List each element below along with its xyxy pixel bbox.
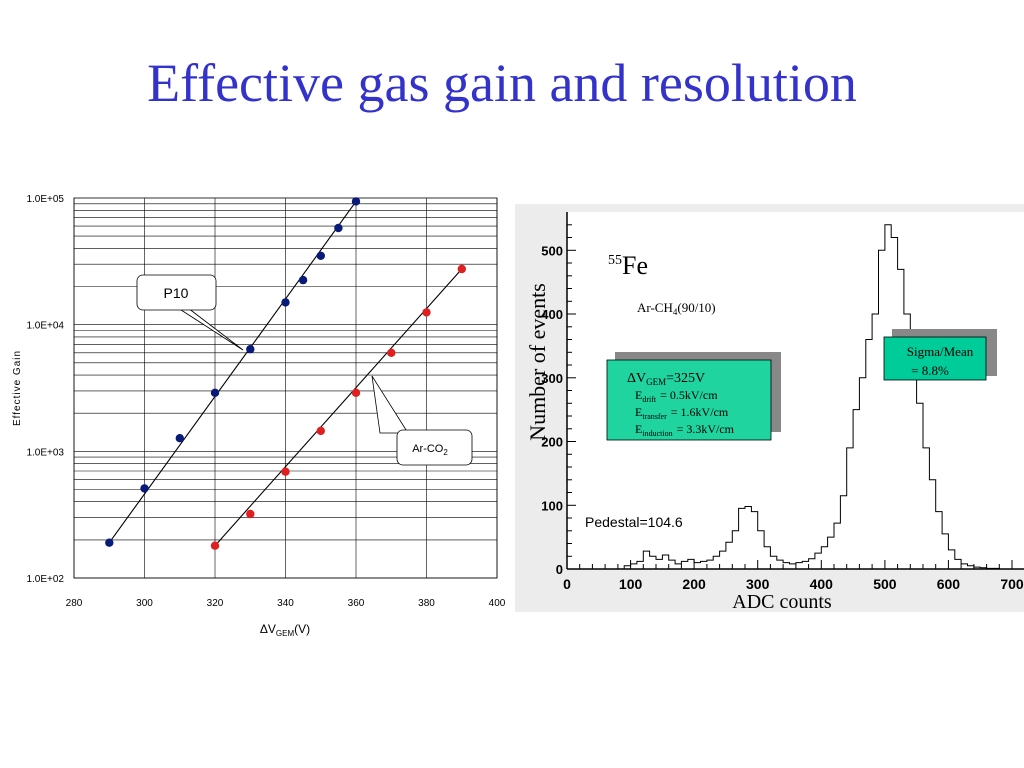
spectrum-x-tick-label: 700 — [1000, 576, 1024, 592]
arco2-data-point — [422, 308, 431, 317]
spectrum-y-tick-label: 200 — [541, 435, 563, 450]
spectrum-ticks: 0 100 200 300 400 500 600 700 0 100 200 300 400 500 — [541, 224, 1024, 592]
gain-y-tick-labels: 1.0E+02 1.0E+03 1.0E+04 1.0E+05 — [26, 194, 64, 585]
fe55-spectrum-chart: 0 100 200 300 400 500 600 700 0 100 200 300 400 500 5… — [515, 204, 1024, 612]
gain-x-tick-label: 320 — [207, 598, 224, 609]
gain-y-tick-label: 1.0E+05 — [26, 194, 64, 205]
gain-fit-lines — [108, 201, 463, 547]
spectrum-y-tick-label: 0 — [556, 562, 563, 577]
gain-data-points — [105, 197, 466, 550]
arco2-data-point — [316, 426, 325, 436]
arco2-legend-label: Ar-CO2 — [412, 443, 448, 457]
gain-grid — [73, 198, 498, 579]
gain-x-tick-label: 300 — [136, 598, 153, 609]
gain-y-tick-label: 1.0E+03 — [26, 447, 64, 458]
spectrum-x-axis-label: ADC counts — [732, 591, 832, 612]
spectrum-y-axis-label: Number of events — [525, 283, 550, 441]
sigma-mean-box — [883, 336, 987, 381]
field-row: Etransfer = 1.6kV/cm — [635, 405, 729, 421]
spectrum-y-tick-label: 500 — [541, 243, 563, 258]
gain-chart: 1.0E+02 1.0E+03 1.0E+04 1.0E+05 280 300 320 34… — [12, 194, 506, 638]
p10-data-point — [175, 434, 184, 443]
gain-x-tick-labels: 280 300 320 340 360 380 400 — [66, 598, 506, 609]
arco2-data-point — [457, 264, 466, 274]
arco2-fit-line — [214, 268, 463, 547]
spectrum-x-tick-label: 300 — [746, 576, 770, 592]
gain-x-tick-label: 280 — [66, 598, 83, 609]
spectrum-x-tick-label: 100 — [619, 576, 643, 592]
p10-fit-line — [108, 201, 357, 544]
spectrum-y-tick-label: 400 — [541, 307, 563, 322]
spectrum-y-tick-label: 100 — [541, 498, 563, 513]
spectrum-x-tick-label: 200 — [682, 576, 706, 592]
arco2-data-point — [387, 348, 396, 357]
p10-data-point — [281, 298, 290, 307]
isotope-label: 55Fe — [608, 251, 648, 280]
gain-x-axis-label: ΔVGEM(V) — [260, 622, 310, 638]
p10-legend-label: P10 — [164, 285, 189, 301]
gas-mixture-label: Ar-CH4(90/10) — [637, 300, 716, 317]
pedestal-label: Pedestal=104.6 — [585, 514, 683, 530]
spectrum-x-tick-label: 500 — [873, 576, 897, 592]
sigma-mean-label: Sigma/Mean — [907, 344, 974, 359]
gain-x-tick-label: 380 — [418, 598, 435, 609]
p10-data-point — [351, 197, 361, 206]
field-row: Edrift = 0.5kV/cm — [635, 388, 718, 404]
delta-v-gem-label: ΔVGEM=325V — [627, 371, 705, 387]
gain-y-tick-label: 1.0E+02 — [26, 574, 64, 585]
arco2-callout-pointer — [371, 375, 409, 434]
p10-callout-box — [136, 274, 217, 311]
p10-data-point — [140, 484, 149, 493]
spectrum-x-tick-label: 400 — [810, 576, 834, 592]
arco2-data-point — [351, 388, 361, 397]
sigma-mean-value: = 8.8% — [911, 363, 949, 378]
arco2-data-point — [246, 509, 255, 519]
spectrum-y-tick-label: 300 — [541, 371, 563, 386]
gain-y-tick-label: 1.0E+04 — [26, 321, 64, 332]
spectrum-x-tick-label: 0 — [563, 576, 571, 592]
spectrum-x-tick-label: 600 — [937, 576, 961, 592]
gain-y-axis-label: Effective Gain — [12, 350, 23, 426]
p10-data-point — [105, 538, 114, 547]
gain-x-tick-label: 400 — [489, 598, 506, 609]
arco2-callout-box — [396, 429, 473, 466]
p10-data-point — [210, 388, 220, 397]
p10-data-point — [316, 251, 325, 260]
spectrum-histogram-line — [567, 224, 1012, 570]
gain-x-tick-label: 340 — [277, 598, 294, 609]
p10-data-point — [334, 223, 343, 233]
p10-data-point — [246, 345, 255, 354]
field-row: Einduction = 3.3kV/cm — [635, 422, 735, 438]
arco2-data-point — [281, 467, 290, 476]
field-settings-box — [606, 359, 772, 441]
slide-title: Effective gas gain and resolution — [147, 53, 857, 113]
gain-x-tick-label: 360 — [348, 598, 365, 609]
arco2-data-point — [210, 541, 220, 550]
p10-data-point — [298, 275, 308, 285]
